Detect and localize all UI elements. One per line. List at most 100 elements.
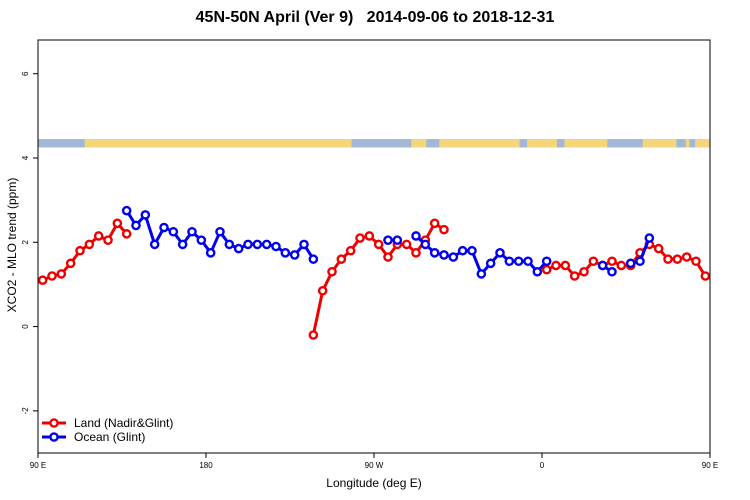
series-1-point-10: [215, 226, 225, 237]
series-1-point-23: [392, 235, 403, 245]
y-tick-label-0: -2: [21, 407, 30, 415]
series-1-point-1: [131, 220, 141, 231]
chart-title: 45N-50N April (Ver 9) 2014-09-06 to 2018…: [195, 9, 555, 26]
series-1-point-33: [485, 258, 496, 269]
series-1-point-17: [280, 248, 291, 258]
series-1-point-30: [457, 245, 468, 256]
y-tick-label-2: 2: [21, 240, 30, 245]
series-0-point-18: [373, 239, 384, 250]
series-0-point-24: [429, 218, 440, 229]
x-tick-label-3: 0: [540, 461, 545, 470]
series-0-point-28: [551, 260, 561, 271]
series-1-point-37: [523, 256, 533, 267]
series-1-point-5: [168, 226, 179, 237]
series-0-point-0: [38, 275, 48, 286]
series-1-point-2: [140, 210, 151, 220]
series-1-point-22: [383, 235, 393, 245]
series-1-point-0: [121, 205, 132, 216]
series-group: [38, 205, 746, 340]
series-0-point-3: [65, 258, 76, 269]
series-0-point-15: [345, 245, 356, 256]
strip-ocean-segment-6: [676, 139, 686, 148]
plot-frame: [37, 39, 711, 454]
series-1-point-3: [149, 239, 160, 250]
series-1-point-7: [187, 226, 197, 237]
series-0-point-2: [56, 269, 67, 279]
series-0-point-48: [739, 260, 746, 267]
series-0-point-39: [653, 243, 664, 254]
series-0-point-22: [411, 248, 421, 258]
series-1-point-8: [196, 235, 207, 245]
series-0-point-25: [439, 224, 449, 235]
series-0-point-31: [579, 266, 589, 277]
series-0-point-14: [336, 254, 347, 264]
series-0-point-41: [672, 254, 683, 264]
series-1-point-45: [635, 256, 645, 267]
legend: Land (Nadir&Glint)Ocean (Glint): [42, 416, 173, 444]
series-1-point-12: [233, 243, 244, 254]
x-tick-label-0: 90 E: [30, 461, 46, 470]
series-1-point-42: [607, 266, 617, 277]
land-ocean-strip: [38, 139, 710, 148]
series-0-point-27: [541, 264, 552, 275]
series-0-point-1: [47, 271, 57, 281]
series-0-point-42: [681, 252, 692, 262]
series-1-point-44: [625, 258, 636, 269]
series-1-point-15: [261, 239, 272, 250]
strip-ocean-segment-7: [689, 139, 696, 148]
series-1-point-41: [597, 260, 608, 271]
series-0-point-46: [720, 272, 727, 279]
series-1-point-31: [467, 245, 477, 256]
legend-label-1: Ocean (Glint): [74, 430, 145, 444]
y-tick-label-4: 6: [21, 71, 30, 76]
series-0-point-40: [663, 254, 673, 264]
series-1-point-19: [299, 239, 309, 250]
series-0-point-6: [93, 231, 104, 241]
y-tick-label-1: 0: [21, 324, 30, 329]
x-tick-label-2: 90 W: [365, 461, 384, 470]
series-1: [121, 205, 655, 279]
legend-label-0: Land (Nadir&Glint): [74, 416, 173, 430]
series-0-point-5: [84, 239, 95, 250]
series-1-point-13: [243, 239, 253, 250]
strip-ocean-segment-5: [607, 139, 643, 148]
series-0-point-19: [383, 252, 393, 262]
series-0-point-47: [730, 270, 737, 277]
strip-ocean-segment-2: [426, 139, 440, 148]
series-1-point-32: [476, 269, 487, 279]
series-0-point-43: [691, 256, 701, 267]
series-1-point-6: [177, 239, 188, 250]
series-0-point-7: [103, 235, 113, 245]
axes: 90 E 180 90 W 0 90 E -2 0 2 4 6: [21, 71, 718, 470]
series-0-point-17: [364, 231, 375, 241]
strip-ocean-segment-4: [556, 139, 565, 148]
series-1-point-36: [513, 256, 524, 267]
strip-ocean-segment-0: [38, 139, 85, 148]
y-tick-label-3: 4: [21, 155, 30, 160]
x-axis-label: Longitude (deg E): [326, 476, 422, 490]
x-tick-label-1: 180: [199, 461, 213, 470]
series-1-point-14: [252, 239, 263, 250]
series-0-point-16: [355, 233, 365, 243]
series-1-point-28: [439, 250, 449, 260]
series-0-point-13: [327, 266, 337, 277]
series-1-point-4: [159, 222, 169, 233]
series-1-point-25: [411, 231, 421, 241]
strip-ocean-segment-3: [519, 139, 528, 148]
series-1-point-18: [289, 250, 300, 260]
series-1-point-27: [429, 248, 440, 258]
series-0-point-45: [709, 279, 710, 282]
series-1-point-29: [448, 252, 459, 262]
strip-ocean-segment-1: [351, 139, 412, 148]
series-0-point-12: [317, 285, 328, 296]
series-0-point-8: [112, 218, 123, 229]
legend-marker-0: [49, 418, 59, 428]
legend-marker-1: [49, 432, 59, 442]
series-1-point-9: [205, 248, 216, 258]
series-1-point-16: [271, 241, 281, 252]
y-axis-label: XCO2 - MLO trend (ppm): [5, 177, 19, 313]
series-0-point-34: [607, 256, 617, 267]
series-0-point-35: [616, 260, 627, 271]
